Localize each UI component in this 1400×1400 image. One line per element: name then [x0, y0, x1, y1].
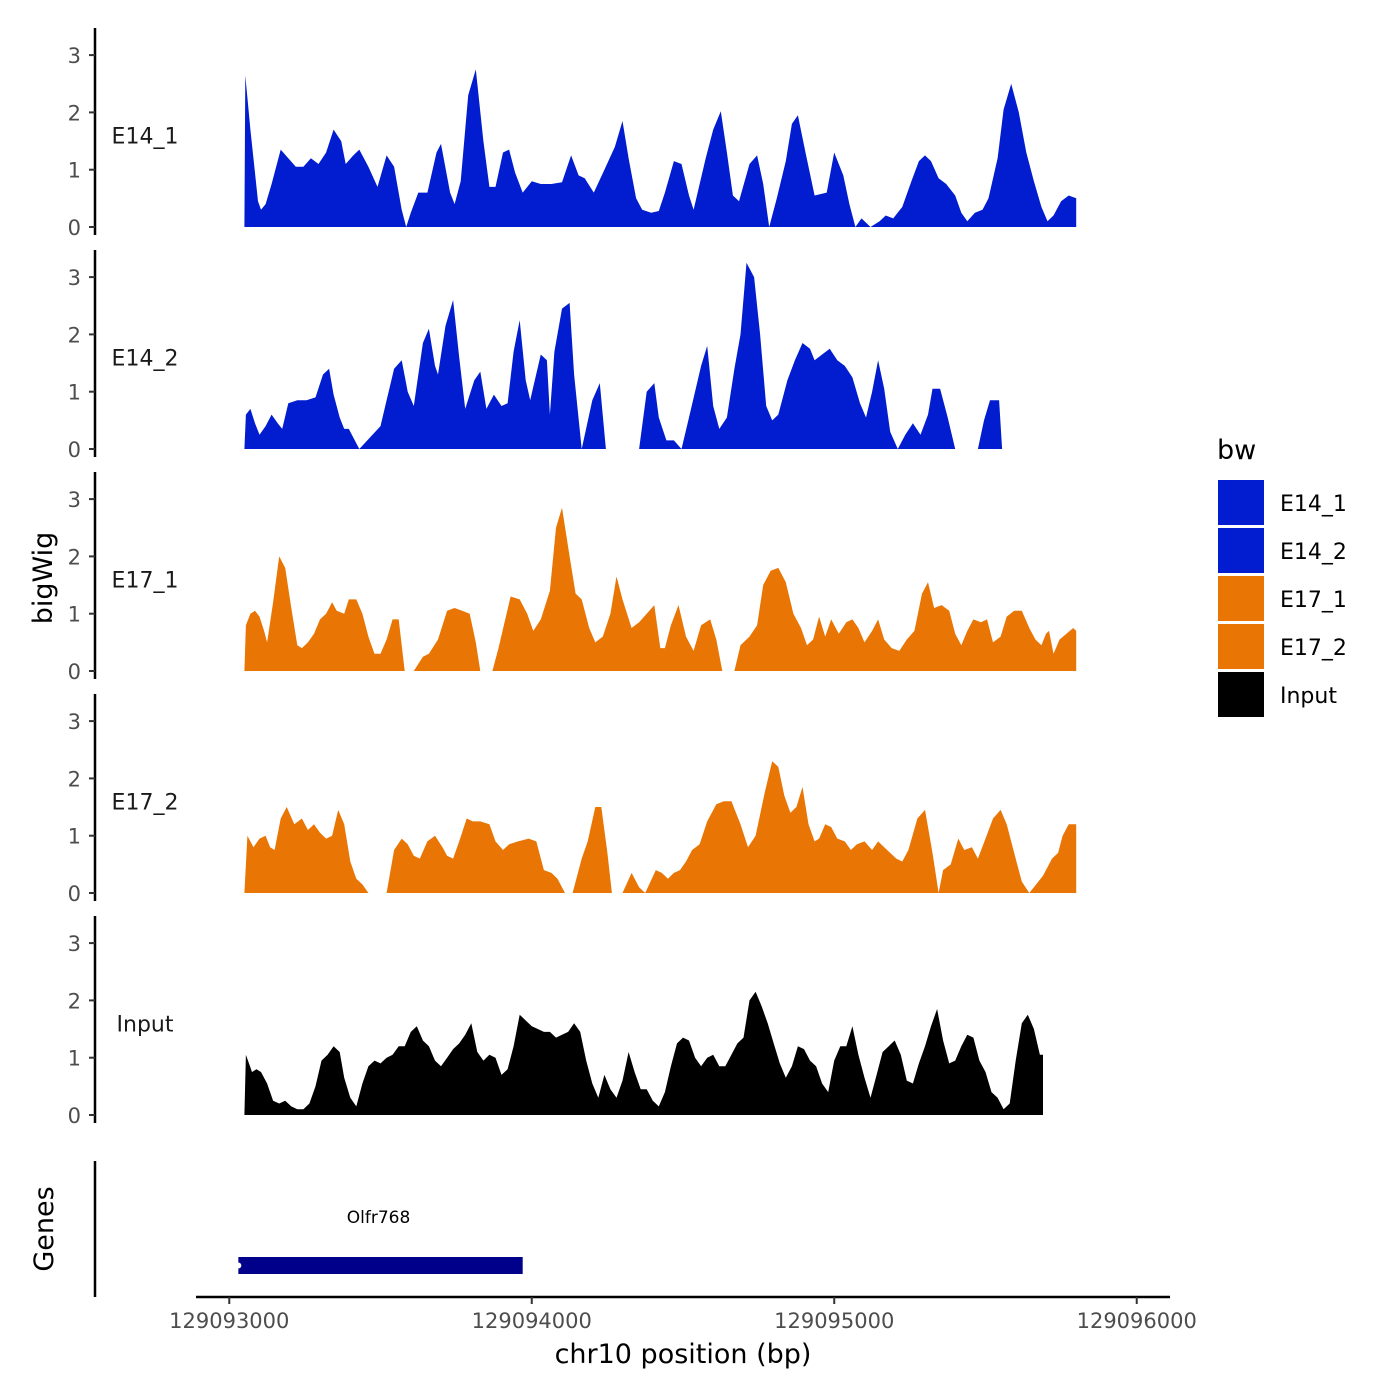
track-E14_2: 0 1 2 3 E14_2 — [68, 250, 1003, 462]
x-tick-label: 129095000 — [774, 1309, 894, 1333]
legend-label: E14_2 — [1280, 540, 1347, 565]
y-tick-label: 0 — [68, 216, 81, 240]
coverage-area-E14_2 — [244, 262, 1003, 449]
x-tick-label: 129096000 — [1077, 1309, 1197, 1333]
track-E17_2: 0 1 2 3 E17_2 — [68, 694, 1077, 906]
coverage-area-Input — [244, 991, 1043, 1115]
y-tick-label: 0 — [68, 882, 81, 906]
y-tick-label: 1 — [68, 1047, 81, 1071]
y-tick-label: 2 — [68, 767, 81, 791]
y-tick-label: 3 — [68, 266, 81, 290]
y-tick-label: 3 — [68, 488, 81, 512]
y-tick-label: 2 — [68, 545, 81, 569]
legend-swatch-E17_1 — [1218, 576, 1264, 621]
legend: bw E14_1 E14_2 E17_1 E17_2 Input — [1217, 435, 1347, 717]
y-tick-label: 3 — [68, 932, 81, 956]
y-tick-label: 3 — [68, 710, 81, 734]
legend-label: Input — [1280, 684, 1337, 709]
track-Input: 0 1 2 3 Input — [68, 916, 1043, 1128]
track-label: E14_1 — [112, 124, 179, 149]
x-tick-label: 129093000 — [169, 1309, 289, 1333]
x-axis: 129093000 129094000 129095000 129096000 chr… — [169, 1295, 1197, 1370]
y-tick-label: 2 — [68, 989, 81, 1013]
track-label: E17_1 — [112, 568, 179, 593]
legend-label: E17_1 — [1280, 588, 1347, 613]
legend-items: E14_1 E14_2 E17_1 E17_2 Input — [1218, 480, 1347, 717]
track-label: E14_2 — [112, 346, 179, 371]
coverage-area-E17_1 — [244, 507, 1077, 671]
track-E14_1: 0 1 2 3 E14_1 — [68, 28, 1077, 240]
y-tick-label: 1 — [68, 159, 81, 183]
x-axis-title: chr10 position (bp) — [555, 1339, 812, 1370]
legend-title: bw — [1217, 435, 1256, 466]
coverage-area-E14_1 — [244, 69, 1077, 228]
gene-items: Olfr768 — [235, 1208, 523, 1274]
y-tick-label: 3 — [68, 44, 81, 68]
x-tick-label: 129094000 — [472, 1309, 592, 1333]
y-tick-label: 1 — [68, 825, 81, 849]
genes-panel-title: Genes — [29, 1186, 60, 1271]
y-axis-title: bigWig — [28, 532, 59, 625]
legend-label: E17_2 — [1280, 636, 1347, 661]
y-tick-label: 1 — [68, 381, 81, 405]
gene-strand-marker — [235, 1262, 242, 1269]
y-tick-label: 0 — [68, 660, 81, 684]
legend-label: E14_1 — [1280, 492, 1347, 517]
track-panels: 0 1 2 3 E14_1 0 1 2 3 E14_2 0 1 2 3 E17_1 0 1 2 3 E17_2 0 1 2 3… — [68, 28, 1077, 1128]
track-label: Input — [117, 1012, 174, 1037]
y-tick-label: 2 — [68, 323, 81, 347]
legend-swatch-E17_2 — [1218, 624, 1264, 669]
legend-swatch-E14_2 — [1218, 528, 1264, 573]
legend-swatch-Input — [1218, 672, 1264, 717]
y-tick-label: 1 — [68, 603, 81, 627]
y-tick-label: 2 — [68, 101, 81, 125]
track-E17_1: 0 1 2 3 E17_1 — [68, 472, 1077, 684]
y-tick-label: 0 — [68, 1104, 81, 1128]
coverage-area-E17_2 — [244, 761, 1077, 893]
genes-panel: Genes Olfr768 — [29, 1161, 523, 1297]
y-tick-label: 0 — [68, 438, 81, 462]
gene-body — [238, 1257, 523, 1274]
legend-swatch-E14_1 — [1218, 480, 1264, 525]
track-label: E17_2 — [112, 790, 179, 815]
gene-label: Olfr768 — [347, 1208, 411, 1228]
x-axis-ticks: 129093000 129094000 129095000 129096000 — [169, 1297, 1197, 1333]
